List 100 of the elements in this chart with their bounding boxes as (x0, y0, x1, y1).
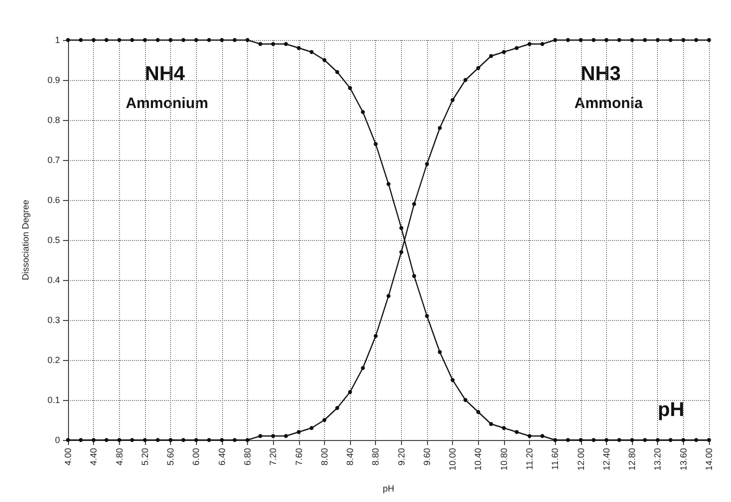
point (220, 38, 224, 42)
y-axis-title: Dissociation Degree (20, 200, 30, 280)
point (553, 38, 558, 42)
y-tick-label: 0.3 (47, 315, 60, 325)
point (258, 434, 262, 438)
point (386, 294, 390, 298)
point (181, 438, 186, 442)
x-tick-label: 8.80 (370, 448, 381, 466)
point (284, 42, 288, 46)
point (438, 126, 442, 130)
point (348, 86, 352, 90)
point (681, 38, 686, 42)
x-tick-label: 13.60 (678, 448, 688, 471)
point (642, 38, 647, 42)
point (360, 366, 365, 370)
point (668, 438, 673, 442)
point (553, 438, 558, 442)
point (92, 38, 96, 42)
x-tick-label: 10.40 (473, 448, 484, 471)
point (617, 438, 622, 442)
point (630, 438, 634, 442)
point (117, 38, 122, 42)
point (232, 38, 237, 42)
point (604, 38, 608, 42)
point (502, 50, 506, 54)
point (399, 250, 404, 254)
point (489, 54, 494, 58)
x-tick-label: 11.20 (524, 448, 535, 470)
point (194, 438, 198, 442)
point (156, 438, 160, 442)
point (271, 42, 276, 46)
point (92, 438, 96, 442)
point (232, 438, 237, 442)
point (360, 110, 365, 114)
point (463, 398, 468, 402)
point (540, 434, 544, 438)
point (78, 38, 83, 42)
point (374, 334, 378, 338)
point (207, 38, 212, 42)
point (322, 418, 326, 422)
point (424, 314, 429, 318)
x-tick-label: 6.00 (191, 448, 202, 466)
y-tick-label: 0.7 (47, 155, 60, 165)
point (540, 42, 544, 46)
point (502, 426, 506, 430)
point (668, 38, 673, 42)
point (578, 38, 583, 42)
point (130, 438, 134, 442)
x-tick-label: 4.80 (114, 448, 124, 466)
x-tick-label: 5.60 (166, 448, 176, 466)
x-tick-label: 4.40 (88, 448, 99, 466)
point (412, 274, 416, 278)
point (528, 434, 532, 438)
point (335, 406, 340, 410)
x-tick-label: 12.00 (576, 448, 586, 471)
x-tick-label: 8.40 (345, 448, 356, 466)
point (245, 38, 250, 42)
point (104, 38, 108, 42)
point (194, 38, 198, 42)
point (450, 378, 455, 382)
point (335, 70, 340, 74)
point (592, 38, 596, 42)
point (566, 438, 570, 442)
point (514, 46, 519, 50)
point (310, 50, 314, 54)
x-tick-label: 6.40 (216, 448, 227, 466)
point (66, 438, 70, 442)
y-tick-label: 1 (54, 35, 60, 45)
point (258, 42, 262, 46)
point (386, 182, 390, 186)
point (156, 38, 160, 42)
point (476, 410, 480, 414)
point (681, 438, 686, 442)
point (142, 38, 147, 42)
x-axis-title: pH (382, 484, 394, 494)
point (707, 38, 711, 42)
point (66, 38, 70, 42)
x-tick-label: 13.20 (652, 448, 663, 471)
x-tick-label: 4.00 (63, 448, 73, 466)
point (310, 426, 314, 430)
point (271, 434, 276, 438)
point (296, 46, 301, 50)
x-tick-label: 11.60 (550, 448, 560, 470)
point (656, 438, 660, 442)
x-tick-label: 10.00 (448, 448, 458, 471)
point (374, 142, 378, 146)
point (438, 350, 442, 354)
point (566, 38, 570, 42)
point (284, 434, 288, 438)
point (592, 438, 596, 442)
series-label: NH4 (144, 63, 186, 85)
y-tick-label: 0.9 (47, 75, 60, 85)
point (296, 430, 301, 434)
x-tick-label: 7.60 (294, 448, 304, 466)
x-tick-label: 12.40 (601, 448, 612, 471)
point (424, 162, 429, 166)
point (142, 438, 147, 442)
point (322, 58, 326, 62)
annotation: Ammonium (126, 95, 208, 112)
point (168, 438, 173, 442)
